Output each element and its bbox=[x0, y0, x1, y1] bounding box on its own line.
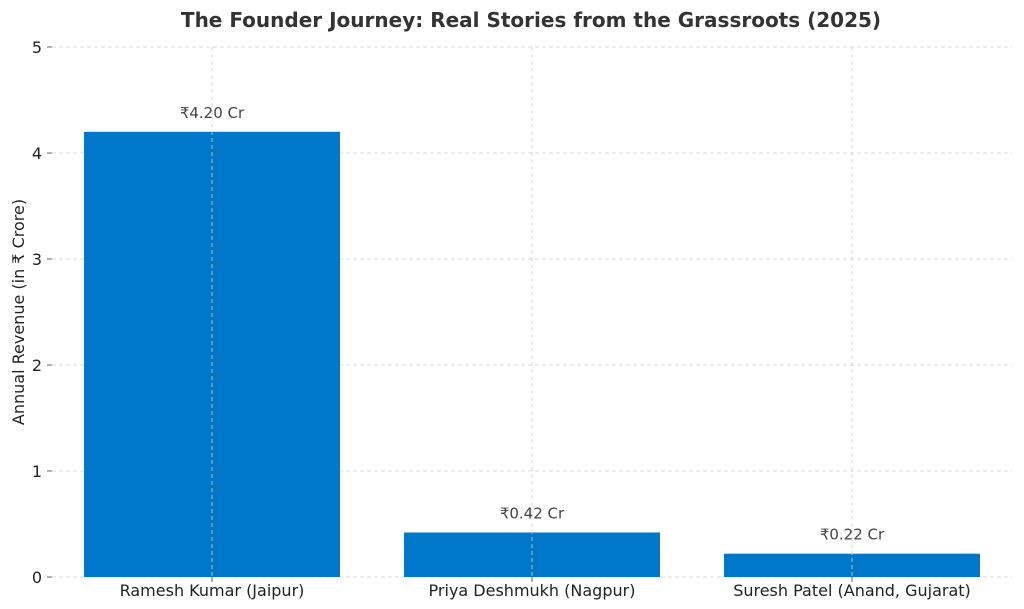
y-tick-label: 0 bbox=[32, 568, 42, 587]
x-grid bbox=[211, 47, 853, 577]
chart-title: The Founder Journey: Real Stories from t… bbox=[181, 8, 881, 32]
data-label: ₹0.22 Cr bbox=[820, 526, 885, 544]
y-tick-label: 2 bbox=[32, 356, 42, 375]
y-tick-label: 1 bbox=[32, 462, 42, 481]
x-tick-label: Ramesh Kumar (Jaipur) bbox=[120, 581, 305, 600]
x-tick-label: Suresh Patel (Anand, Gujarat) bbox=[733, 581, 971, 600]
x-axis-ticks: Ramesh Kumar (Jaipur) Priya Deshmukh (Nag… bbox=[120, 577, 971, 600]
data-label: ₹4.20 Cr bbox=[180, 104, 245, 122]
y-tick-label: 3 bbox=[32, 250, 42, 269]
y-axis-label: Annual Revenue (in ₹ Crore) bbox=[9, 199, 28, 425]
x-tick-label: Priya Deshmukh (Nagpur) bbox=[429, 581, 636, 600]
y-axis-ticks: 0 1 2 3 4 5 bbox=[32, 38, 52, 587]
data-label: ₹0.42 Cr bbox=[500, 504, 565, 522]
data-labels: ₹4.20 Cr ₹0.42 Cr ₹0.22 Cr bbox=[180, 104, 885, 544]
y-tick-label: 5 bbox=[32, 38, 42, 57]
y-tick-label: 4 bbox=[32, 144, 42, 163]
